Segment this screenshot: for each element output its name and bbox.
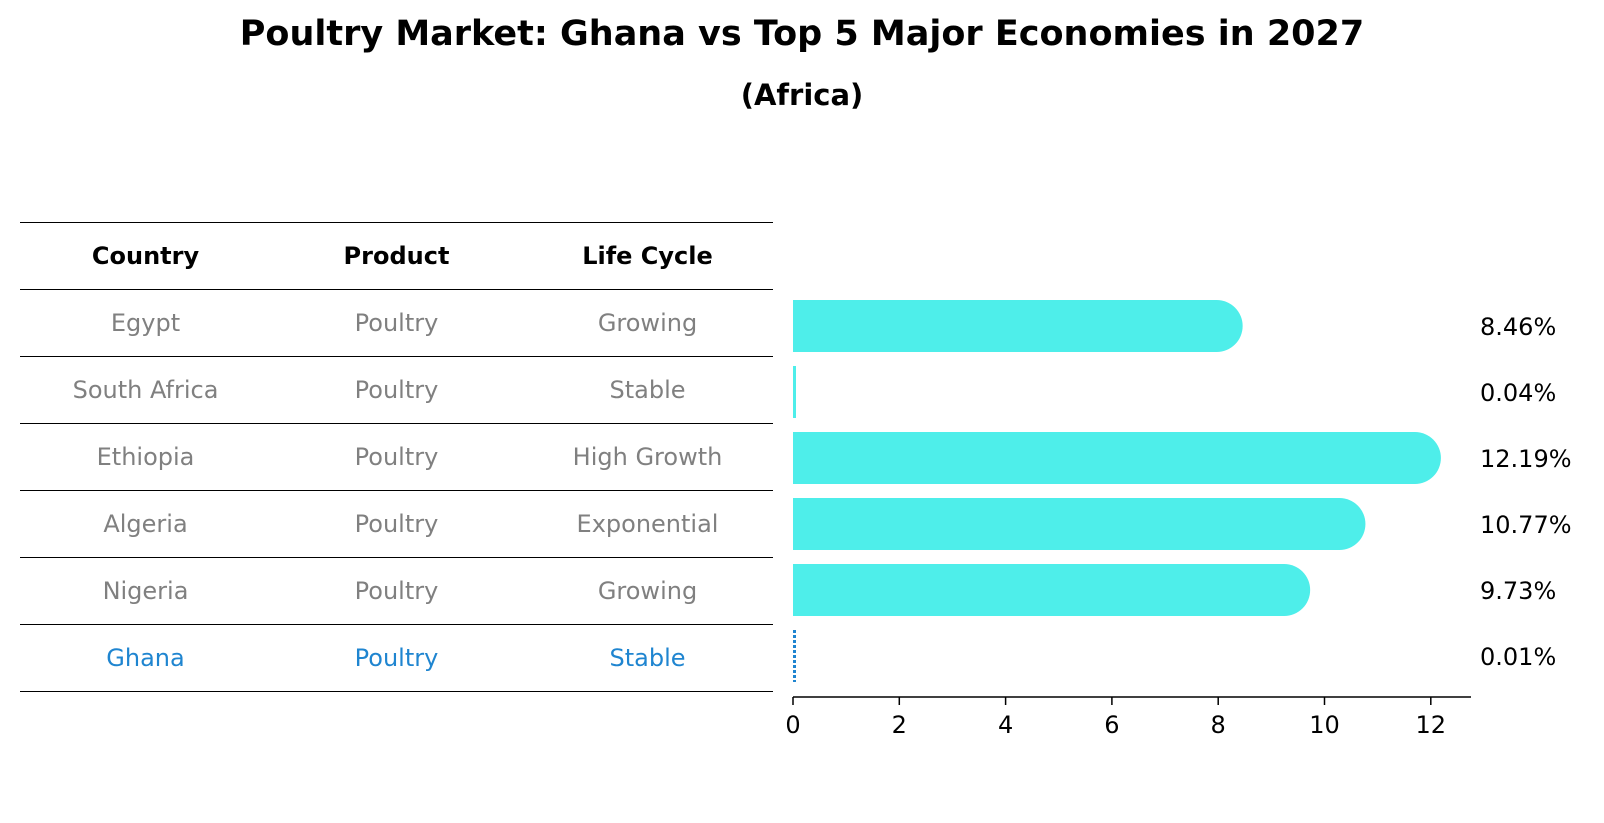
cell-country: South Africa [72, 376, 219, 404]
header-life-cycle: Life Cycle [582, 242, 713, 270]
bar-value-label: 10.77% [1480, 511, 1572, 539]
cell-life-cycle: Stable [609, 644, 686, 672]
x-tick-label: 0 [785, 711, 800, 739]
header-country: Country [91, 242, 200, 270]
cell-country: Ghana [106, 644, 185, 672]
x-tick-label: 4 [998, 711, 1013, 739]
table-row-highlight: Ghana Poultry Stable [20, 624, 773, 692]
bar [793, 300, 1243, 352]
bar-value-label: 12.19% [1480, 445, 1572, 473]
cell-life-cycle: Growing [597, 577, 698, 605]
cell-product: Poultry [354, 510, 439, 538]
table-row: Ethiopia Poultry High Growth [20, 423, 773, 490]
cell-life-cycle: Growing [597, 309, 698, 337]
table-row: South Africa Poultry Stable [20, 356, 773, 423]
x-tick-label: 2 [892, 711, 907, 739]
market-table: Country Product Life Cycle Egypt Poultry… [20, 222, 773, 692]
bar-value-label: 0.04% [1480, 379, 1556, 407]
cell-life-cycle: Stable [609, 376, 686, 404]
cell-country: Nigeria [102, 577, 189, 605]
table-row: Egypt Poultry Growing [20, 289, 773, 356]
table-row: Nigeria Poultry Growing [20, 557, 773, 624]
bar-value-label: 8.46% [1480, 313, 1556, 341]
x-tick-label: 10 [1309, 711, 1340, 739]
cell-life-cycle: High Growth [572, 443, 723, 471]
header-product: Product [343, 242, 450, 270]
cell-country: Ethiopia [96, 443, 195, 471]
x-tick-label: 12 [1416, 711, 1447, 739]
cell-product: Poultry [354, 577, 439, 605]
bar-value-label: 0.01% [1480, 643, 1556, 671]
bar [793, 564, 1311, 616]
x-tick-label: 8 [1211, 711, 1226, 739]
table-header-row: Country Product Life Cycle [20, 222, 773, 289]
bar [793, 498, 1366, 550]
cell-life-cycle: Exponential [576, 510, 719, 538]
bar-value-label: 9.73% [1480, 577, 1556, 605]
table-row: Algeria Poultry Exponential [20, 490, 773, 557]
x-tick-label: 6 [1104, 711, 1119, 739]
cell-country: Egypt [110, 309, 181, 337]
bar [793, 432, 1441, 484]
cell-country: Algeria [103, 510, 188, 538]
cell-product: Poultry [354, 309, 439, 337]
cell-product: Poultry [354, 443, 439, 471]
chart-title: Poultry Market: Ghana vs Top 5 Major Eco… [239, 14, 1365, 54]
cell-product: Poultry [354, 644, 439, 672]
chart-subtitle: (Africa) [740, 78, 864, 112]
cell-product: Poultry [354, 376, 439, 404]
